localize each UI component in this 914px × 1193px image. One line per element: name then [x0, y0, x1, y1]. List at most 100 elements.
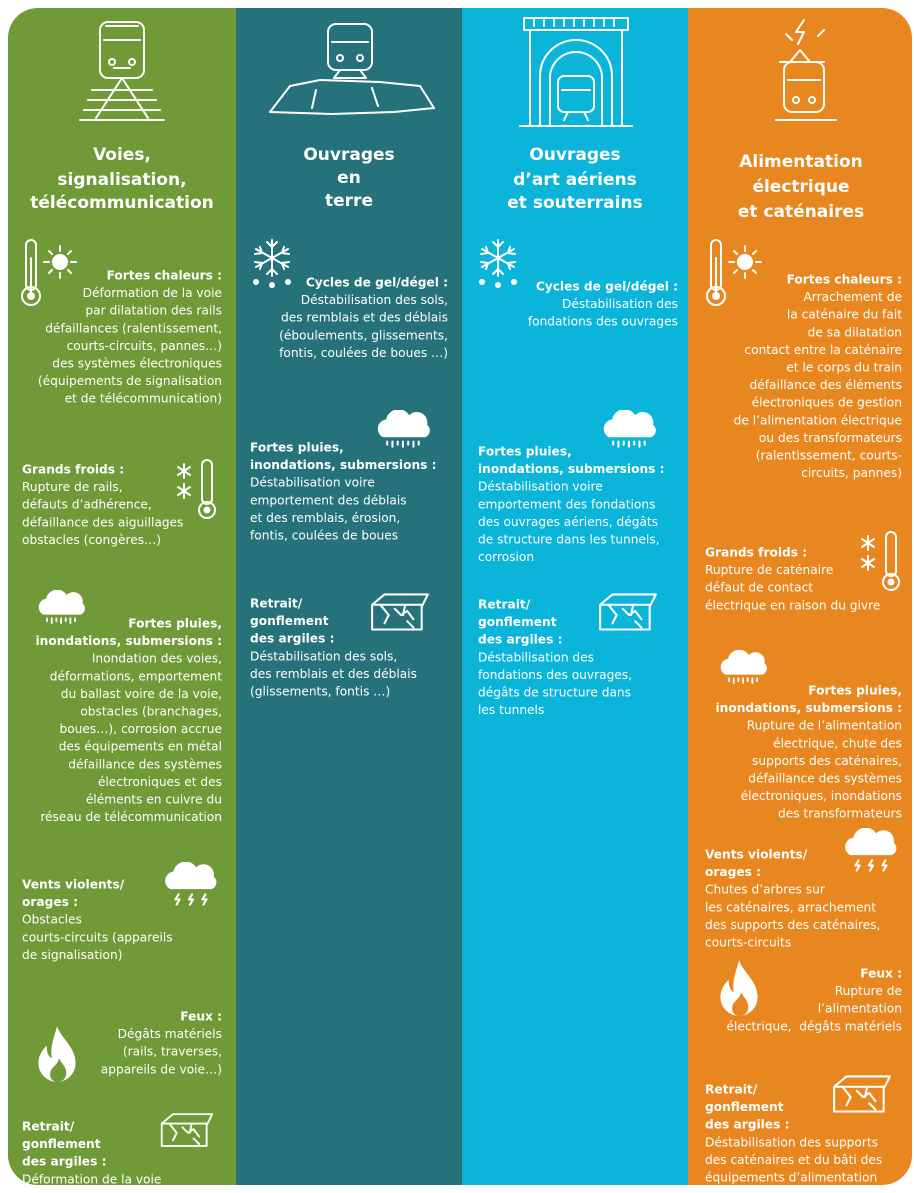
- item-heading: Retrait/: [478, 598, 531, 612]
- item-text: obstacles (branchages,: [80, 705, 222, 719]
- item-text: obstacles (congères…): [22, 533, 161, 547]
- item-text: (ralentissement, courts-: [756, 449, 902, 463]
- item-text: Chutes d’arbres sur: [705, 883, 826, 897]
- item-text: défaillance des systèmes: [748, 772, 902, 786]
- item-text: circuits, pannes): [801, 466, 902, 480]
- item-heading: Vents violents/: [705, 848, 808, 862]
- item-text: ou des transformateurs: [759, 431, 902, 445]
- item-text: les caténaires, arrachement: [705, 900, 876, 914]
- item-text: et de télécommunication): [65, 392, 222, 406]
- item-text: éléments en cuivre du: [86, 793, 222, 807]
- column-title: télécommunication: [30, 193, 214, 213]
- item-text: et le corps du train: [786, 361, 902, 375]
- item-heading: Retrait/: [250, 597, 303, 611]
- item-heading: Cycles de gel/dégel :: [306, 276, 448, 290]
- column-title: et souterrains: [507, 193, 642, 213]
- column-title: électrique: [752, 177, 849, 197]
- item-heading: gonflement: [705, 1100, 784, 1114]
- item-text: électrique, chute des: [773, 736, 902, 750]
- item-text: électrique, dégâts matériels: [726, 1019, 902, 1033]
- item-text: Rupture de rails,: [22, 480, 123, 494]
- item-text: électrique en raison du givre: [705, 598, 880, 612]
- item-heading: des argiles :: [478, 633, 562, 647]
- column-title: signalisation,: [57, 170, 186, 190]
- train-tunnel-icon: [519, 17, 633, 127]
- item-text: défaillance des systèmes: [68, 757, 222, 771]
- item-heading: inondations, submersions :: [35, 634, 222, 648]
- item-heading: Fortes pluies,: [250, 441, 344, 455]
- item-text: emportement des fondations: [478, 497, 655, 511]
- item-text: défaillance des éléments: [750, 378, 902, 392]
- item-text: réseau de télécommunication: [40, 810, 222, 824]
- column-title: terre: [325, 191, 373, 211]
- item-text: Déstabilisation des: [478, 650, 594, 664]
- item-text: Déstabilisation des sols,: [301, 293, 448, 307]
- item-text: Arrachement de: [803, 290, 902, 304]
- item-text: équipements d’alimentation: [705, 1171, 877, 1185]
- train-catenary-icon: [775, 19, 837, 121]
- item-text: supports des caténaires,: [752, 754, 902, 768]
- item-text: des systèmes électroniques: [52, 357, 222, 371]
- item-text: l’alimentation: [818, 1002, 902, 1016]
- item-heading: inondations, submersions :: [250, 458, 437, 472]
- column-title: et caténaires: [738, 202, 864, 222]
- item-heading: Fortes chaleurs :: [107, 269, 222, 283]
- item-text: courts-circuits (appareils: [22, 930, 173, 944]
- column-bg: [8, 8, 236, 1185]
- item-text: défaut de contact: [705, 581, 813, 595]
- column-title: Alimentation: [739, 152, 863, 172]
- item-heading: Feux :: [860, 967, 902, 981]
- item-text: et des remblais, érosion,: [250, 511, 400, 525]
- item-heading: inondations, submersions :: [478, 462, 665, 476]
- item-text: Rupture de: [835, 984, 902, 998]
- item-text: Rupture de caténaire: [705, 563, 833, 577]
- item-text: Dégâts matériels: [118, 1027, 222, 1041]
- item-heading: des argiles :: [705, 1118, 789, 1132]
- item-text: des ouvrages aériens, dégâts: [478, 515, 658, 529]
- item-heading: gonflement: [250, 614, 329, 628]
- item-text: des remblais et des déblais: [250, 667, 417, 681]
- item-text: (équipements de signalisation: [38, 374, 222, 388]
- item-heading: Fortes chaleurs :: [787, 273, 902, 287]
- item-text: Déstabilisation des sols,: [250, 649, 397, 663]
- item-text: électroniques, inondations: [741, 789, 902, 803]
- column-bg: [462, 8, 688, 1185]
- item-text: de l’alimentation électrique: [734, 413, 902, 427]
- item-heading: Cycles de gel/dégel :: [536, 280, 678, 294]
- item-text: boues…), corrosion accrue: [59, 722, 222, 736]
- item-heading: Fortes pluies,: [128, 617, 222, 631]
- item-text: fondations des ouvrages: [528, 315, 678, 329]
- item-heading: Fortes pluies,: [478, 445, 572, 459]
- item-text: de sa dilatation: [808, 325, 902, 339]
- item-heading: Feux :: [180, 1010, 222, 1024]
- column-title: Ouvrages: [303, 145, 394, 165]
- item-text: de structure dans les tunnels,: [478, 533, 660, 547]
- item-text: courts-circuits, pannes…): [67, 339, 222, 353]
- item-heading: des argiles :: [22, 1155, 106, 1169]
- item-heading: inondations, submersions :: [715, 701, 902, 715]
- item-text: des supports des caténaires,: [705, 918, 880, 932]
- item-text: défaillance des aiguillages: [22, 515, 183, 529]
- column-title: en: [337, 168, 361, 188]
- item-text: contact entre la caténaire: [744, 343, 902, 357]
- item-text: fontis, coulées de boues …): [279, 346, 448, 360]
- item-text: appareils de voie…): [101, 1062, 222, 1076]
- item-text: des caténaires et du bâti des: [705, 1153, 882, 1167]
- item-text: des transformateurs: [778, 807, 902, 821]
- item-heading: Vents violents/: [22, 878, 125, 892]
- column-title: d’art aériens: [513, 170, 637, 190]
- item-text: Déstabilisation des supports: [705, 1135, 878, 1149]
- item-text: défauts d’adhérence,: [22, 498, 152, 512]
- item-text: Déformation de la voie: [83, 286, 222, 300]
- column-title: Ouvrages: [529, 145, 620, 165]
- item-text: par dilatation des rails: [85, 304, 222, 318]
- item-heading: gonflement: [478, 615, 557, 629]
- item-text: électroniques et des: [98, 775, 222, 789]
- item-text: Déformation de la voie: [22, 1172, 161, 1186]
- item-heading: Retrait/: [705, 1083, 758, 1097]
- item-text: emportement des déblais: [250, 493, 407, 507]
- item-heading: gonflement: [22, 1137, 101, 1151]
- item-text: de signalisation): [22, 948, 122, 962]
- item-text: (éboulements, glissements,: [279, 328, 448, 342]
